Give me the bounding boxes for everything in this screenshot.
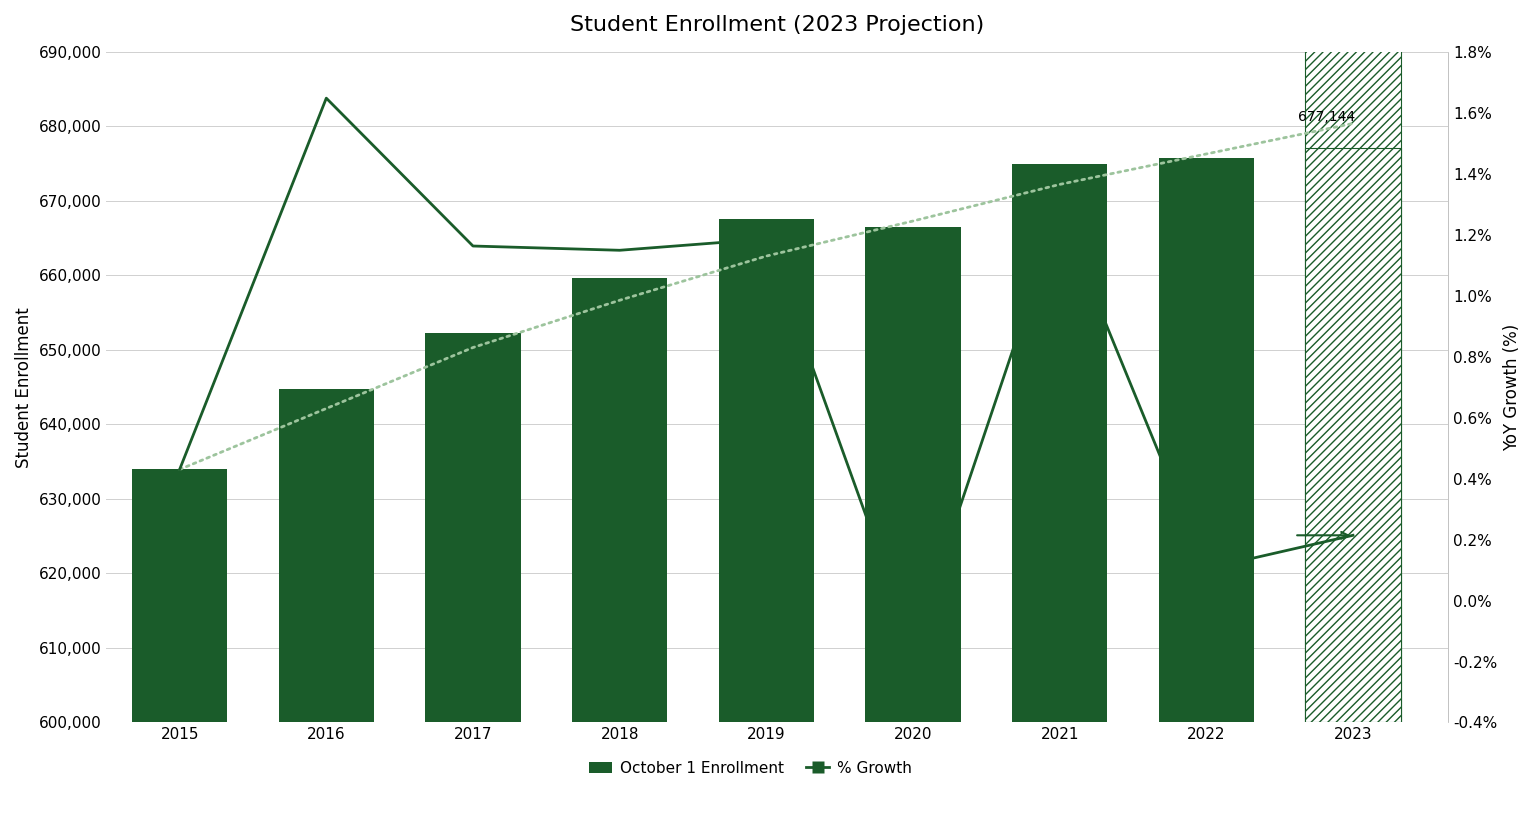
Bar <box>1012 164 1107 836</box>
Bar <box>425 334 521 836</box>
Title: Student Enrollment (2023 Projection): Student Enrollment (2023 Projection) <box>570 15 985 35</box>
Bar <box>571 278 667 836</box>
Bar <box>132 469 227 836</box>
Bar <box>865 227 960 836</box>
Bar <box>719 220 814 836</box>
Bar <box>278 390 373 836</box>
Bar <box>1158 158 1253 836</box>
Text: 677,144: 677,144 <box>1298 110 1355 124</box>
Bar <box>1306 148 1401 722</box>
Bar <box>1306 0 1401 722</box>
Y-axis label: YoY Growth (%): YoY Growth (%) <box>1504 324 1521 451</box>
Y-axis label: Student Enrollment: Student Enrollment <box>15 307 32 467</box>
Legend: October 1 Enrollment, % Growth: October 1 Enrollment, % Growth <box>582 755 919 782</box>
